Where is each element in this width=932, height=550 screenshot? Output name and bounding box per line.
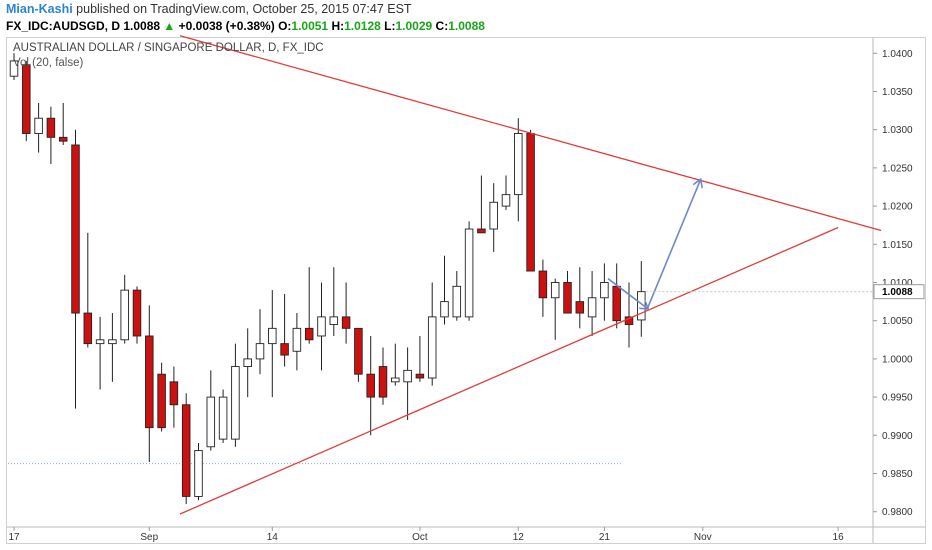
chart-title: AUSTRALIAN DOLLAR / SINGAPORE DOLLAR, D,… — [13, 42, 324, 54]
time-tick-label: 16 — [833, 532, 845, 543]
time-tick-label: Sep — [140, 532, 158, 543]
candle-body — [71, 144, 80, 314]
candle-body — [501, 194, 511, 207]
candle-body — [464, 228, 474, 318]
time-tick-label: Oct — [412, 532, 428, 543]
candle-body — [181, 404, 191, 497]
symbol-header: FX_IDC:AUDSGD, D 1.0088 ▲ +0.0038 (+0.38… — [6, 19, 485, 33]
candle-body — [575, 301, 585, 314]
published-text: published on TradingView.com, October 25… — [76, 2, 412, 16]
price-tick-label: 0.9950 — [882, 393, 913, 404]
candle-body — [563, 282, 572, 314]
candle-body — [304, 327, 314, 341]
candle-body — [329, 316, 339, 325]
candle-body — [477, 228, 486, 234]
open-value: 1.0051 — [291, 19, 329, 33]
candle-body — [280, 343, 289, 356]
symbol-label: FX_IDC:AUDSGD, D — [6, 19, 121, 33]
time-tick-label: 14 — [267, 532, 279, 543]
price-tick-label: 1.0300 — [882, 125, 913, 136]
price-tick-label: 0.9850 — [882, 469, 913, 480]
projection-arrow-up — [646, 180, 700, 309]
price-tick-label: 1.0100 — [882, 278, 913, 289]
candle-body — [403, 369, 412, 383]
candle-body — [378, 366, 388, 398]
candle-body — [95, 339, 105, 345]
time-tick-label: Nov — [694, 532, 712, 543]
candle-body — [366, 373, 375, 398]
time-tick-label: 12 — [513, 532, 525, 543]
high-value: 1.0128 — [344, 19, 381, 33]
candle-body — [268, 327, 277, 345]
price-tick-label: 0.9800 — [882, 507, 913, 518]
candle-body — [612, 285, 621, 322]
candle-body — [194, 450, 203, 497]
price-tick-label: 1.0150 — [882, 240, 913, 251]
trendline-upper — [179, 35, 882, 232]
candle-body — [9, 60, 19, 77]
projection-arrow-down — [607, 278, 647, 309]
candle-body — [514, 133, 523, 196]
candle-body — [145, 335, 154, 429]
last-price-badge: 1.0088 — [882, 287, 913, 298]
high-label: H: — [331, 19, 345, 33]
price-tick-label: 1.0000 — [882, 354, 913, 365]
candle-body — [391, 377, 400, 383]
candle-body — [415, 373, 425, 379]
close-label: C: — [435, 19, 449, 33]
price-tick-label: 1.0050 — [882, 316, 913, 327]
author-name[interactable]: Mian-Kashi — [6, 2, 73, 16]
open-label: O: — [278, 19, 292, 33]
up-arrow-icon: ▲ — [163, 19, 176, 33]
time-tick-label: 17 — [8, 532, 20, 543]
candle-body — [34, 117, 43, 134]
candle-body — [218, 396, 228, 440]
candle-body — [46, 117, 56, 138]
candle-body — [341, 316, 351, 329]
publish-header: Mian-Kashi published on TradingView.com,… — [6, 2, 412, 16]
candle-body — [292, 327, 302, 352]
price-tick-label: 0.9900 — [882, 431, 913, 442]
candle-body — [354, 327, 363, 375]
candle-body — [169, 381, 179, 406]
indicator-label[interactable]: Vol (20, false) — [13, 57, 84, 69]
candle-body — [600, 282, 609, 299]
last-price: 1.0088 — [123, 19, 161, 33]
candle-body — [243, 358, 252, 367]
price-tick-label: 1.0400 — [882, 49, 913, 60]
candle-body — [206, 396, 216, 448]
price-change: +0.0038 (+0.38%) — [178, 19, 275, 33]
candle-body — [550, 282, 560, 299]
price-tick-label: 1.0250 — [882, 163, 913, 174]
candle-body — [132, 289, 142, 337]
candle-body — [587, 297, 597, 318]
chart-frame — [6, 37, 926, 544]
candle-body — [526, 133, 535, 272]
candle-body — [83, 312, 93, 345]
time-tick-label: 21 — [599, 532, 611, 543]
trendline-lower — [179, 226, 839, 515]
close-value: 1.0088 — [448, 19, 485, 33]
low-label: L: — [384, 19, 396, 33]
candle-body — [317, 316, 326, 337]
last-price-badge-bg — [873, 284, 925, 300]
candle-body — [489, 201, 498, 230]
candle-body — [231, 366, 240, 440]
low-value: 1.0029 — [395, 19, 433, 33]
candle-body — [427, 316, 437, 379]
candle-body — [440, 301, 449, 318]
candle-body — [22, 64, 31, 134]
candle-body — [538, 270, 548, 299]
candle-body — [452, 285, 462, 318]
candle-body — [255, 343, 265, 360]
candle-body — [108, 339, 117, 345]
candle-body — [120, 289, 129, 341]
price-tick-label: 1.0350 — [882, 87, 913, 98]
price-tick-label: 1.0200 — [882, 202, 913, 213]
candle-body — [58, 136, 68, 142]
candle-body — [157, 373, 166, 429]
